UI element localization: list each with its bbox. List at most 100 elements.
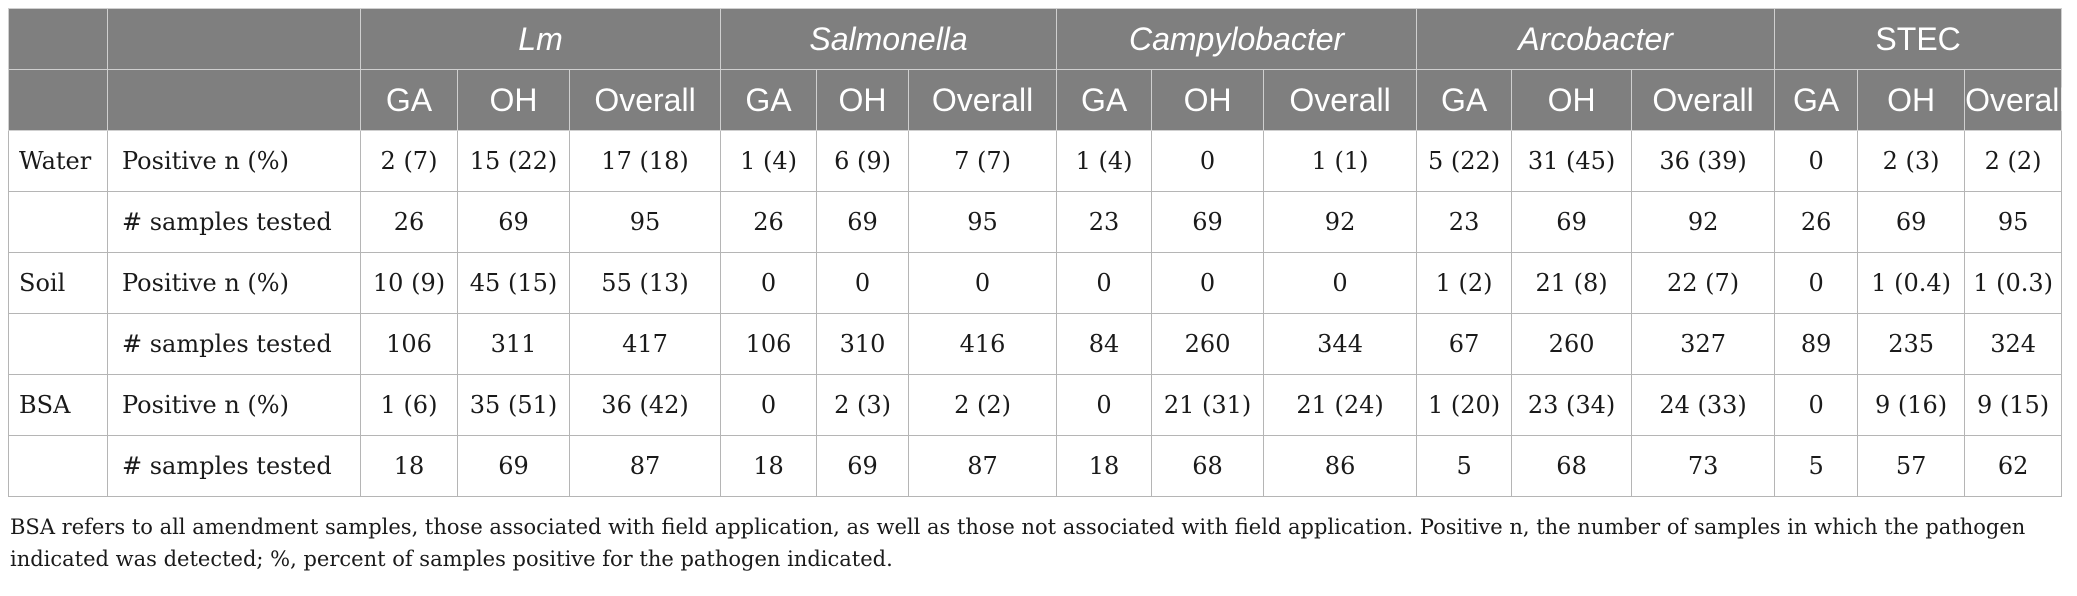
subheader-row: GA OH Overall GA OH Overall GA OH Overal…	[8, 69, 2066, 131]
value-cell: 21 (24)	[1263, 374, 1418, 436]
value-cell: 26	[1774, 191, 1859, 253]
value-cell: 1 (4)	[720, 130, 818, 192]
metric-label-cell: # samples tested	[107, 313, 361, 375]
table-container: Lm Salmonella Campylobacter Arcobacter S…	[8, 8, 2066, 575]
sample-matrix-cell: Water	[8, 130, 108, 192]
value-cell: 1 (6)	[360, 374, 458, 436]
value-cell: 21 (31)	[1151, 374, 1265, 436]
value-cell: 235	[1857, 313, 1966, 375]
value-cell: 36 (42)	[568, 374, 722, 436]
value-cell: 35 (51)	[457, 374, 570, 436]
group-header-salmonella: Salmonella	[720, 8, 1058, 70]
value-cell: 87	[568, 435, 722, 497]
value-cell: 69	[1857, 191, 1966, 253]
value-cell: 31 (45)	[1511, 130, 1633, 192]
value-cell: 95	[1964, 191, 2063, 253]
subheader-oh: OH	[1511, 69, 1633, 131]
value-cell: 18	[720, 435, 818, 497]
corner-cell	[8, 69, 108, 131]
value-cell: 69	[457, 191, 570, 253]
corner-cell	[8, 8, 108, 70]
value-cell: 1 (2)	[1416, 252, 1513, 314]
value-cell: 1 (20)	[1416, 374, 1513, 436]
corner-cell	[107, 69, 361, 131]
value-cell: 0	[720, 374, 818, 436]
value-cell: 5	[1416, 435, 1513, 497]
value-cell: 68	[1151, 435, 1265, 497]
value-cell: 5	[1774, 435, 1859, 497]
value-cell: 260	[1511, 313, 1633, 375]
value-cell: 1 (0.3)	[1964, 252, 2063, 314]
value-cell: 0	[908, 252, 1058, 314]
metric-label-cell: Positive n (%)	[107, 130, 361, 192]
value-cell: 69	[457, 435, 570, 497]
subheader-ga: GA	[1774, 69, 1859, 131]
subheader-oh: OH	[1857, 69, 1966, 131]
value-cell: 15 (22)	[457, 130, 570, 192]
subheader-overall: Overall	[1631, 69, 1776, 131]
group-header-arcobacter: Arcobacter	[1416, 8, 1776, 70]
value-cell: 1 (1)	[1263, 130, 1418, 192]
value-cell: 324	[1964, 313, 2063, 375]
sample-matrix-cell	[8, 313, 108, 375]
value-cell: 0	[1263, 252, 1418, 314]
group-header-campylobacter: Campylobacter	[1056, 8, 1418, 70]
table-row: # samples tested 26 69 95 26 69 95 23 69 92 23 69 92…	[8, 191, 2063, 253]
value-cell: 417	[568, 313, 722, 375]
value-cell: 67	[1416, 313, 1513, 375]
value-cell: 21 (8)	[1511, 252, 1633, 314]
metric-label-cell: Positive n (%)	[107, 252, 361, 314]
value-cell: 69	[816, 191, 910, 253]
value-cell: 0	[1151, 130, 1265, 192]
table-row: Soil Positive n (%) 10 (9) 45 (15) 55 (13) 0 0…	[8, 252, 2063, 314]
value-cell: 311	[457, 313, 570, 375]
value-cell: 0	[816, 252, 910, 314]
value-cell: 18	[1056, 435, 1153, 497]
value-cell: 9 (15)	[1964, 374, 2063, 436]
value-cell: 73	[1631, 435, 1776, 497]
table-row: # samples tested 106 311 417 106 310 416 84 260 3…	[8, 313, 2063, 375]
value-cell: 9 (16)	[1857, 374, 1966, 436]
value-cell: 344	[1263, 313, 1418, 375]
table-row: BSA Positive n (%) 1 (6) 35 (51) 36 (42) 0 2 (…	[8, 374, 2063, 436]
value-cell: 10 (9)	[360, 252, 458, 314]
value-cell: 95	[568, 191, 722, 253]
corner-cell	[107, 8, 361, 70]
value-cell: 45 (15)	[457, 252, 570, 314]
value-cell: 17 (18)	[568, 130, 722, 192]
sample-matrix-cell	[8, 191, 108, 253]
subheader-oh: OH	[816, 69, 910, 131]
value-cell: 0	[1056, 374, 1153, 436]
value-cell: 26	[720, 191, 818, 253]
metric-label-cell: Positive n (%)	[107, 374, 361, 436]
subheader-overall: Overall	[568, 69, 722, 131]
table-body: Water Positive n (%) 2 (7) 15 (22) 17 (18) 1 …	[8, 130, 2063, 497]
value-cell: 84	[1056, 313, 1153, 375]
sample-matrix-cell	[8, 435, 108, 497]
value-cell: 0	[1151, 252, 1265, 314]
value-cell: 5 (22)	[1416, 130, 1513, 192]
value-cell: 55 (13)	[568, 252, 722, 314]
subheader-overall: Overall	[1964, 69, 2066, 131]
value-cell: 416	[908, 313, 1058, 375]
group-header-stec: STEC	[1774, 8, 2063, 70]
sample-matrix-cell: BSA	[8, 374, 108, 436]
value-cell: 1 (4)	[1056, 130, 1153, 192]
value-cell: 92	[1263, 191, 1418, 253]
value-cell: 2 (3)	[816, 374, 910, 436]
value-cell: 2 (2)	[908, 374, 1058, 436]
value-cell: 6 (9)	[816, 130, 910, 192]
value-cell: 2 (2)	[1964, 130, 2063, 192]
value-cell: 86	[1263, 435, 1418, 497]
value-cell: 0	[1774, 252, 1859, 314]
value-cell: 2 (7)	[360, 130, 458, 192]
value-cell: 310	[816, 313, 910, 375]
value-cell: 69	[816, 435, 910, 497]
value-cell: 1 (0.4)	[1857, 252, 1966, 314]
value-cell: 260	[1151, 313, 1265, 375]
value-cell: 0	[1774, 374, 1859, 436]
table-footnote: BSA refers to all amendment samples, tho…	[10, 515, 2026, 571]
value-cell: 23	[1416, 191, 1513, 253]
table-row: Water Positive n (%) 2 (7) 15 (22) 17 (18) 1 …	[8, 130, 2063, 192]
subheader-ga: GA	[1056, 69, 1153, 131]
